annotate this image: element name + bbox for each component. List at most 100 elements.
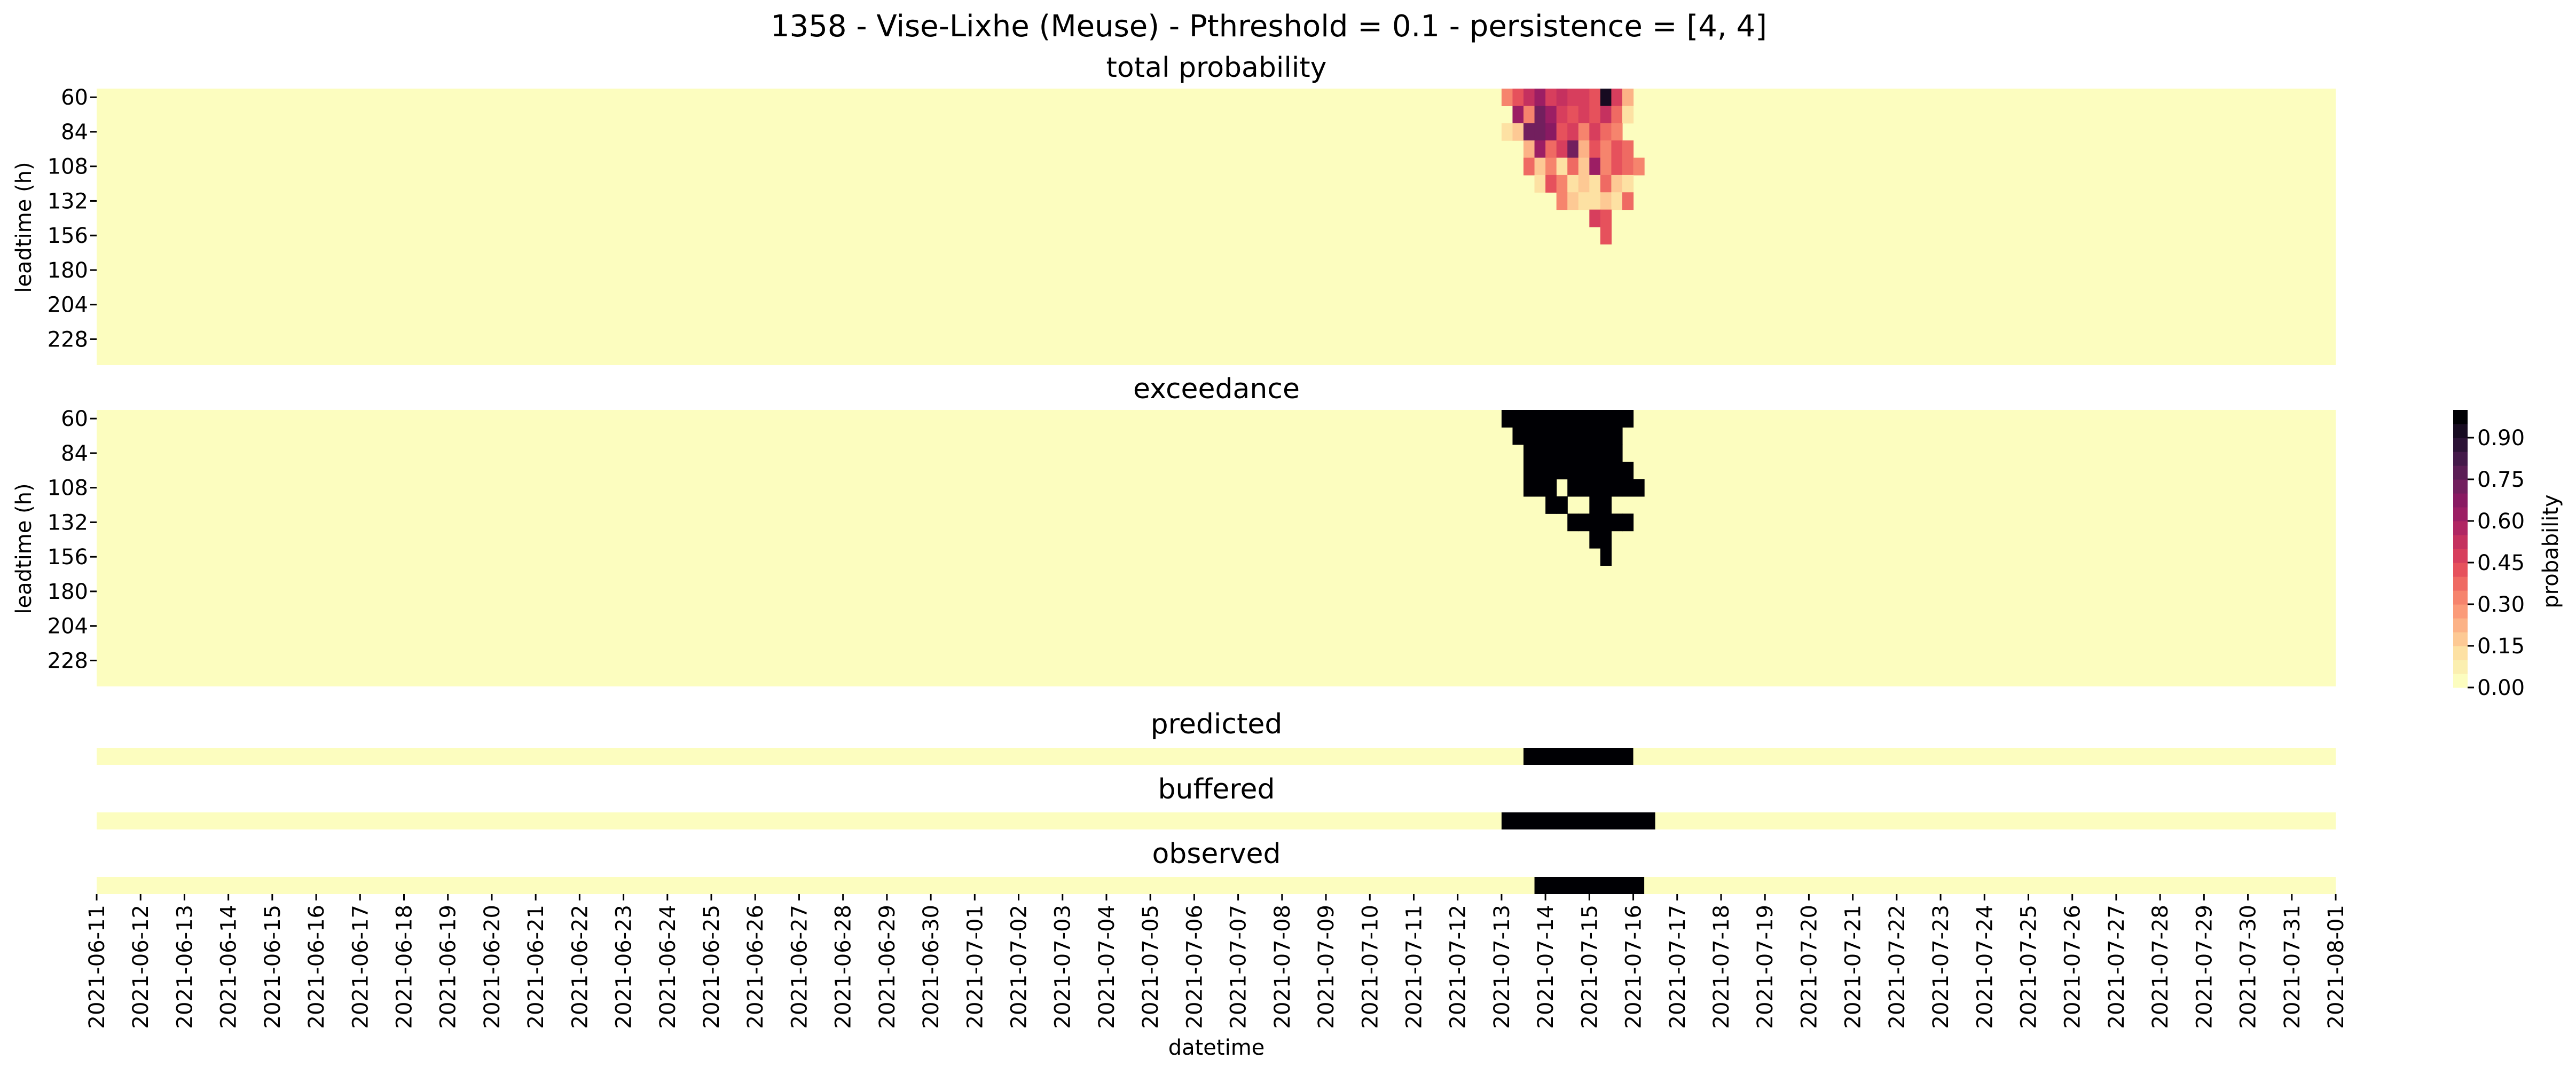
exceedance-ylabel: leadtime (h) xyxy=(12,483,36,614)
x-tick-label: 2021-07-18 xyxy=(1709,905,1734,1029)
colorbar-tick-label: 0.75 xyxy=(2477,468,2525,492)
colorbar-segment xyxy=(2453,632,2468,646)
colorbar-tick-label: 0.30 xyxy=(2477,592,2525,617)
total-probability-cell xyxy=(1534,89,1546,106)
exceedance-cell xyxy=(1611,462,1623,480)
total-probability-cell xyxy=(1567,175,1579,193)
total-probability-cell xyxy=(1545,123,1557,141)
x-tick-label: 2021-07-08 xyxy=(1270,905,1295,1029)
exceedance-cell xyxy=(1622,479,1634,497)
x-tick-label: 2021-06-21 xyxy=(524,905,548,1029)
colorbar-segment xyxy=(2453,563,2468,577)
y-tick-label: 60 xyxy=(61,407,88,431)
exceedance-cell xyxy=(1534,479,1546,497)
exceedance-cell xyxy=(1589,513,1601,532)
exceedance-cell xyxy=(1589,531,1601,549)
exceedance-heatmap: 60 84 108 132 156 180 204 228 xyxy=(48,407,2336,686)
x-tick-label: 2021-06-27 xyxy=(788,905,812,1029)
colorbar-segment xyxy=(2453,438,2468,452)
exceedance-cell xyxy=(1611,479,1623,497)
y-tick-label: 156 xyxy=(48,224,88,248)
total-probability-cell xyxy=(1578,106,1590,124)
colorbar-segment xyxy=(2453,410,2468,424)
total-probability-cell xyxy=(1545,157,1557,176)
total-probability-cell xyxy=(1578,175,1590,193)
exceedance-cell xyxy=(1534,410,1546,428)
y-tick-label: 60 xyxy=(61,85,88,110)
exceedance-cell xyxy=(1611,410,1623,428)
exceedance-cell xyxy=(1534,444,1546,462)
exceedance-cell xyxy=(1523,479,1535,497)
exceedance-cell xyxy=(1600,548,1612,566)
exceedance-cell xyxy=(1501,410,1513,428)
buffered-background xyxy=(97,812,2336,829)
x-tick-label: 2021-07-11 xyxy=(1402,905,1427,1029)
total-probability-cell xyxy=(1523,106,1535,124)
total-probability-cell xyxy=(1534,106,1546,124)
total-probability-cell xyxy=(1622,192,1634,210)
total-probability-cell xyxy=(1523,123,1535,141)
x-tick-label: 2021-07-07 xyxy=(1227,905,1251,1029)
exceedance-cell xyxy=(1600,531,1612,549)
total-probability-cell xyxy=(1611,157,1623,176)
total-probability-cell xyxy=(1567,89,1579,106)
colorbar-segment xyxy=(2453,452,2468,466)
x-tick-label: 2021-07-13 xyxy=(1490,905,1514,1029)
colorbar-segment xyxy=(2453,660,2468,674)
x-tick-label: 2021-06-23 xyxy=(612,905,637,1029)
total-probability-cell xyxy=(1523,140,1535,159)
exceedance-cell xyxy=(1523,410,1535,428)
x-tick-label: 2021-06-11 xyxy=(85,905,109,1029)
x-tick-label: 2021-06-20 xyxy=(480,905,505,1029)
total-probability-cell xyxy=(1589,140,1601,159)
total-probability-cell xyxy=(1611,123,1623,141)
total-probability-heatmap: 60 84 108 132 156 180 204 228 xyxy=(48,85,2336,365)
exceedance-cell xyxy=(1578,513,1590,532)
total-probability-cell xyxy=(1523,157,1535,176)
x-tick-label: 2021-07-01 xyxy=(963,905,987,1029)
total-probability-cell xyxy=(1611,175,1623,193)
total-probability-cell xyxy=(1556,106,1568,124)
colorbar-tick-label: 0.45 xyxy=(2477,551,2525,575)
exceedance-cell xyxy=(1600,496,1612,514)
total-probability-cell xyxy=(1589,123,1601,141)
y-tick-label: 228 xyxy=(48,327,88,352)
exceedance-cell xyxy=(1545,444,1557,462)
x-tick-label: 2021-07-06 xyxy=(1182,905,1207,1029)
colorbar: 0.00 0.15 0.30 0.45 0.60 0.75 0.90 xyxy=(2453,410,2525,700)
colorbar-tick-label: 0.90 xyxy=(2477,426,2525,450)
exceedance-cell xyxy=(1622,410,1634,428)
exceedance-cell xyxy=(1534,462,1546,480)
predicted-title: predicted xyxy=(1151,708,1283,740)
total-probability-cell xyxy=(1600,175,1612,193)
total-probability-cell xyxy=(1589,175,1601,193)
colorbar-segment xyxy=(2453,521,2468,535)
x-tick-label: 2021-06-14 xyxy=(217,905,241,1029)
total-probability-cell xyxy=(1556,157,1568,176)
x-tick-label: 2021-07-27 xyxy=(2104,905,2129,1029)
exceedance-cell xyxy=(1622,462,1634,480)
total-probability-cell xyxy=(1567,123,1579,141)
colorbar-segment xyxy=(2453,507,2468,521)
y-tick-label: 108 xyxy=(48,476,88,501)
exceedance-cell xyxy=(1567,410,1579,428)
colorbar-label: probability xyxy=(2539,494,2563,608)
colorbar-segment xyxy=(2453,618,2468,633)
total-probability-cell xyxy=(1611,89,1623,106)
x-tick-label: 2021-07-09 xyxy=(1314,905,1339,1029)
total-probability-cell xyxy=(1600,123,1612,141)
observed-background xyxy=(97,877,2336,894)
exceedance-cell xyxy=(1556,444,1568,462)
colorbar-segment xyxy=(2453,424,2468,438)
exceedance-cell xyxy=(1545,462,1557,480)
exceedance-cell xyxy=(1589,496,1601,514)
total-probability-cell xyxy=(1556,175,1568,193)
exceedance-cell xyxy=(1523,444,1535,462)
x-tick-label: 2021-07-29 xyxy=(2192,905,2217,1029)
colorbar-segment xyxy=(2453,674,2468,688)
y-tick-label: 132 xyxy=(48,510,88,535)
total-probability-cell xyxy=(1534,175,1546,193)
predicted-background xyxy=(97,748,2336,765)
x-tick-label: 2021-07-14 xyxy=(1534,905,1558,1029)
